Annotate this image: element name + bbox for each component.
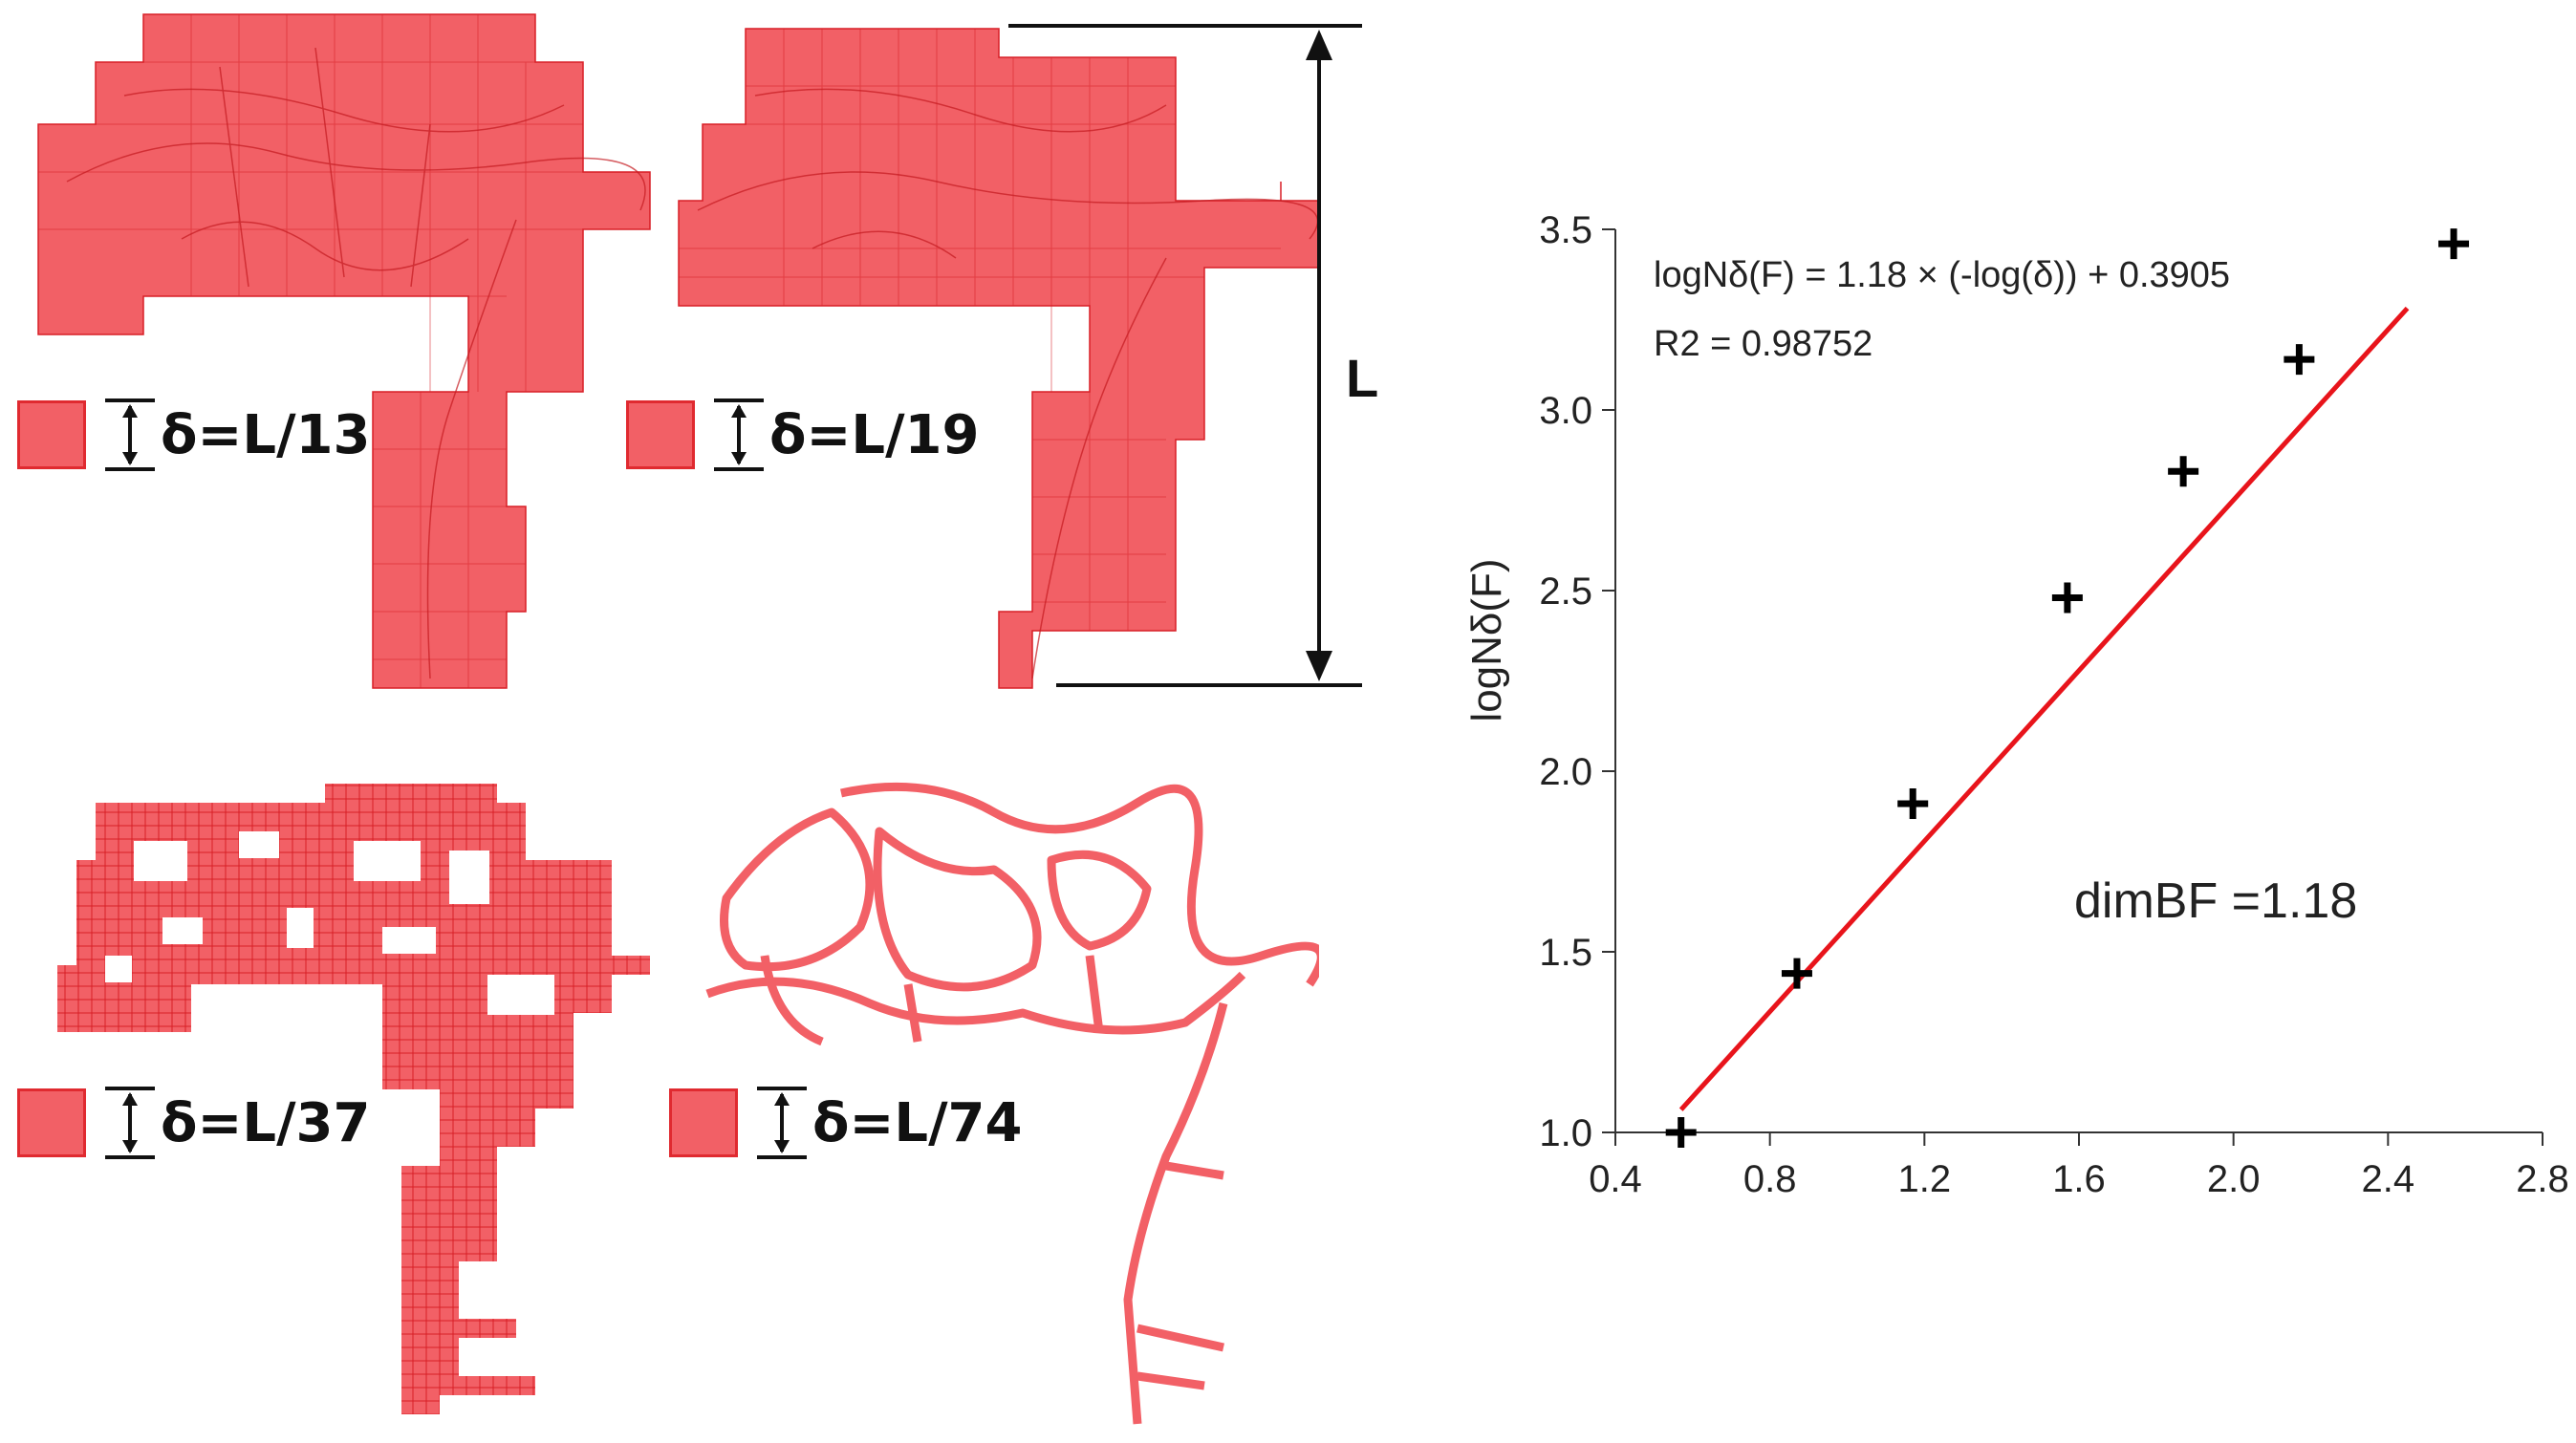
x-tick-label: 1.6 [2052,1158,2106,1200]
grid-lines [679,29,1281,631]
box-size-swatch [626,400,695,469]
y-tick-label: 1.5 [1539,932,1592,974]
x-tick-label: 0.4 [1589,1158,1642,1200]
grid-coverage-panel-4 [705,782,1319,1425]
grid-coverage-panel-2 [678,28,1320,689]
y-tick-label: 3.5 [1539,209,1592,251]
road-network [697,88,1319,679]
road-network [66,47,646,679]
x-tick-label: 0.8 [1743,1158,1797,1200]
double-arrow-icon [757,1087,807,1159]
data-point [1897,788,1929,820]
data-point [2168,456,2199,487]
data-point [2284,344,2315,376]
grid-holes [105,831,554,1015]
x-tick-label: 2.8 [2516,1158,2569,1200]
axes [1614,229,2543,1133]
grid-lines [38,14,650,688]
y-tick-label: 1.0 [1539,1112,1592,1154]
x-tick-labels: 0.4 0.8 1.2 1.6 2.0 2.4 2.8 [1589,1132,2569,1200]
double-arrow-icon [105,1087,155,1159]
x-tick-label: 2.0 [2207,1158,2261,1200]
coverage-boxes [678,28,1320,689]
box-size-swatch [669,1088,738,1157]
y-tick-label: 3.0 [1539,390,1592,432]
r-squared: R2 = 0.98752 [1654,324,1872,364]
y-axis-label: logNδ(F) [1463,558,1510,722]
box-counting-chart: 0.4 0.8 1.2 1.6 2.0 2.4 2.8 1.0 1.5 2.0 2.5 3.0 3.5… [1463,209,2569,1200]
grid-coverage-panel-1 [37,13,651,689]
double-arrow-icon [714,398,764,471]
fit-equation: logNδ(F) = 1.18 × (-log(δ)) + 0.3905 [1654,255,2230,295]
box-size-swatch [17,400,86,469]
double-arrow-icon [105,398,155,471]
arrow-up-icon [1306,30,1332,60]
x-tick-label: 2.4 [2362,1158,2415,1200]
y-tick-label: 2.5 [1539,571,1592,613]
data-point [2438,228,2470,260]
data-point [2051,582,2083,614]
y-tick-label: 2.0 [1539,751,1592,793]
span-label: L [1346,348,1378,408]
box-size-label: δ=L/19 [769,403,980,466]
x-tick-label: 1.2 [1898,1158,1952,1200]
data-points [1665,228,2470,1148]
data-point [1665,1117,1697,1148]
legend-panel-3: δ=L/37 [17,1085,370,1161]
box-size-label: δ=L/37 [161,1091,371,1154]
grid-coverage-panel-3 [57,784,650,1414]
box-size-swatch [17,1088,86,1157]
box-dimension: dimBF =1.18 [2074,873,2357,929]
data-point [1781,958,1812,989]
legend-panel-4: δ=L/74 [669,1085,1022,1161]
box-size-label: δ=L/74 [812,1091,1023,1154]
road-box-trace [705,782,1319,1425]
arrow-down-icon [1306,651,1332,681]
fit-line [1678,306,2410,1111]
legend-panel-1: δ=L/13 [17,397,370,473]
legend-panel-2: δ=L/19 [626,397,979,473]
coverage-boxes [57,784,650,1414]
y-tick-labels: 1.0 1.5 2.0 2.5 3.0 3.5 [1539,209,1615,1154]
span-marker: L [1008,24,1378,687]
box-size-label: δ=L/13 [161,403,371,466]
